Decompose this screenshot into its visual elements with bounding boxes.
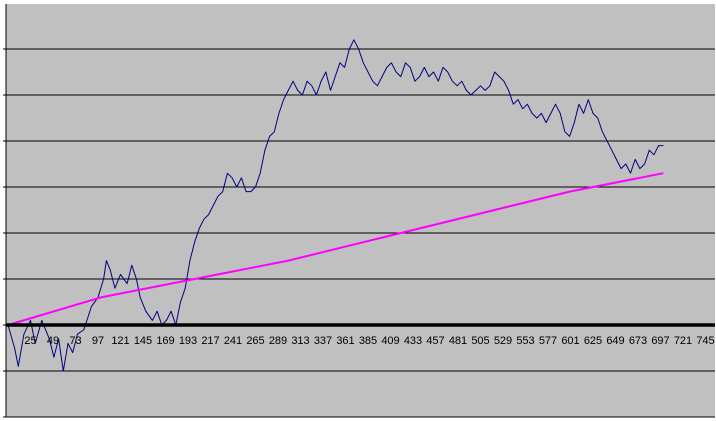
x-tick-label: 169 [156,335,174,347]
x-tick-label: 121 [111,335,129,347]
x-tick-label: 433 [404,335,422,347]
x-tick-label: 673 [629,335,647,347]
x-tick-label: 193 [179,335,197,347]
plot-area [6,4,715,417]
x-tick-label: 457 [426,335,444,347]
x-tick-label: 745 [696,335,714,347]
axes [3,4,715,418]
x-tick-labels: 25 49 73 97 121 145 169 193 217 241 265 289 313 337 36… [24,335,714,347]
x-tick-label: 649 [606,335,624,347]
x-tick-label: 697 [651,335,669,347]
x-tick-label: 409 [381,335,399,347]
x-tick-label: 49 [47,335,59,347]
x-tick-label: 505 [471,335,489,347]
x-tick-label: 145 [134,335,152,347]
x-tick-label: 553 [516,335,534,347]
x-tick-label: 73 [69,335,81,347]
series-line-1 [7,39,664,372]
x-tick-label: 625 [584,335,602,347]
x-tick-label: 289 [269,335,287,347]
x-tick-label: 529 [494,335,512,347]
series-layer [7,39,664,372]
x-tick-label: 721 [674,335,692,347]
x-tick-label: 25 [24,335,36,347]
x-tick-label: 385 [359,335,377,347]
x-tick-label: 97 [92,335,104,347]
x-tick-label: 313 [291,335,309,347]
x-tick-label: 361 [336,335,354,347]
x-tick-label: 337 [314,335,332,347]
x-tick-label: 577 [539,335,557,347]
x-tick-label: 601 [561,335,579,347]
series-line-2 [7,172,664,326]
x-tick-label: 217 [201,335,219,347]
x-tick-label: 481 [449,335,467,347]
x-tick-label: 265 [246,335,264,347]
x-tick-label: 241 [224,335,242,347]
